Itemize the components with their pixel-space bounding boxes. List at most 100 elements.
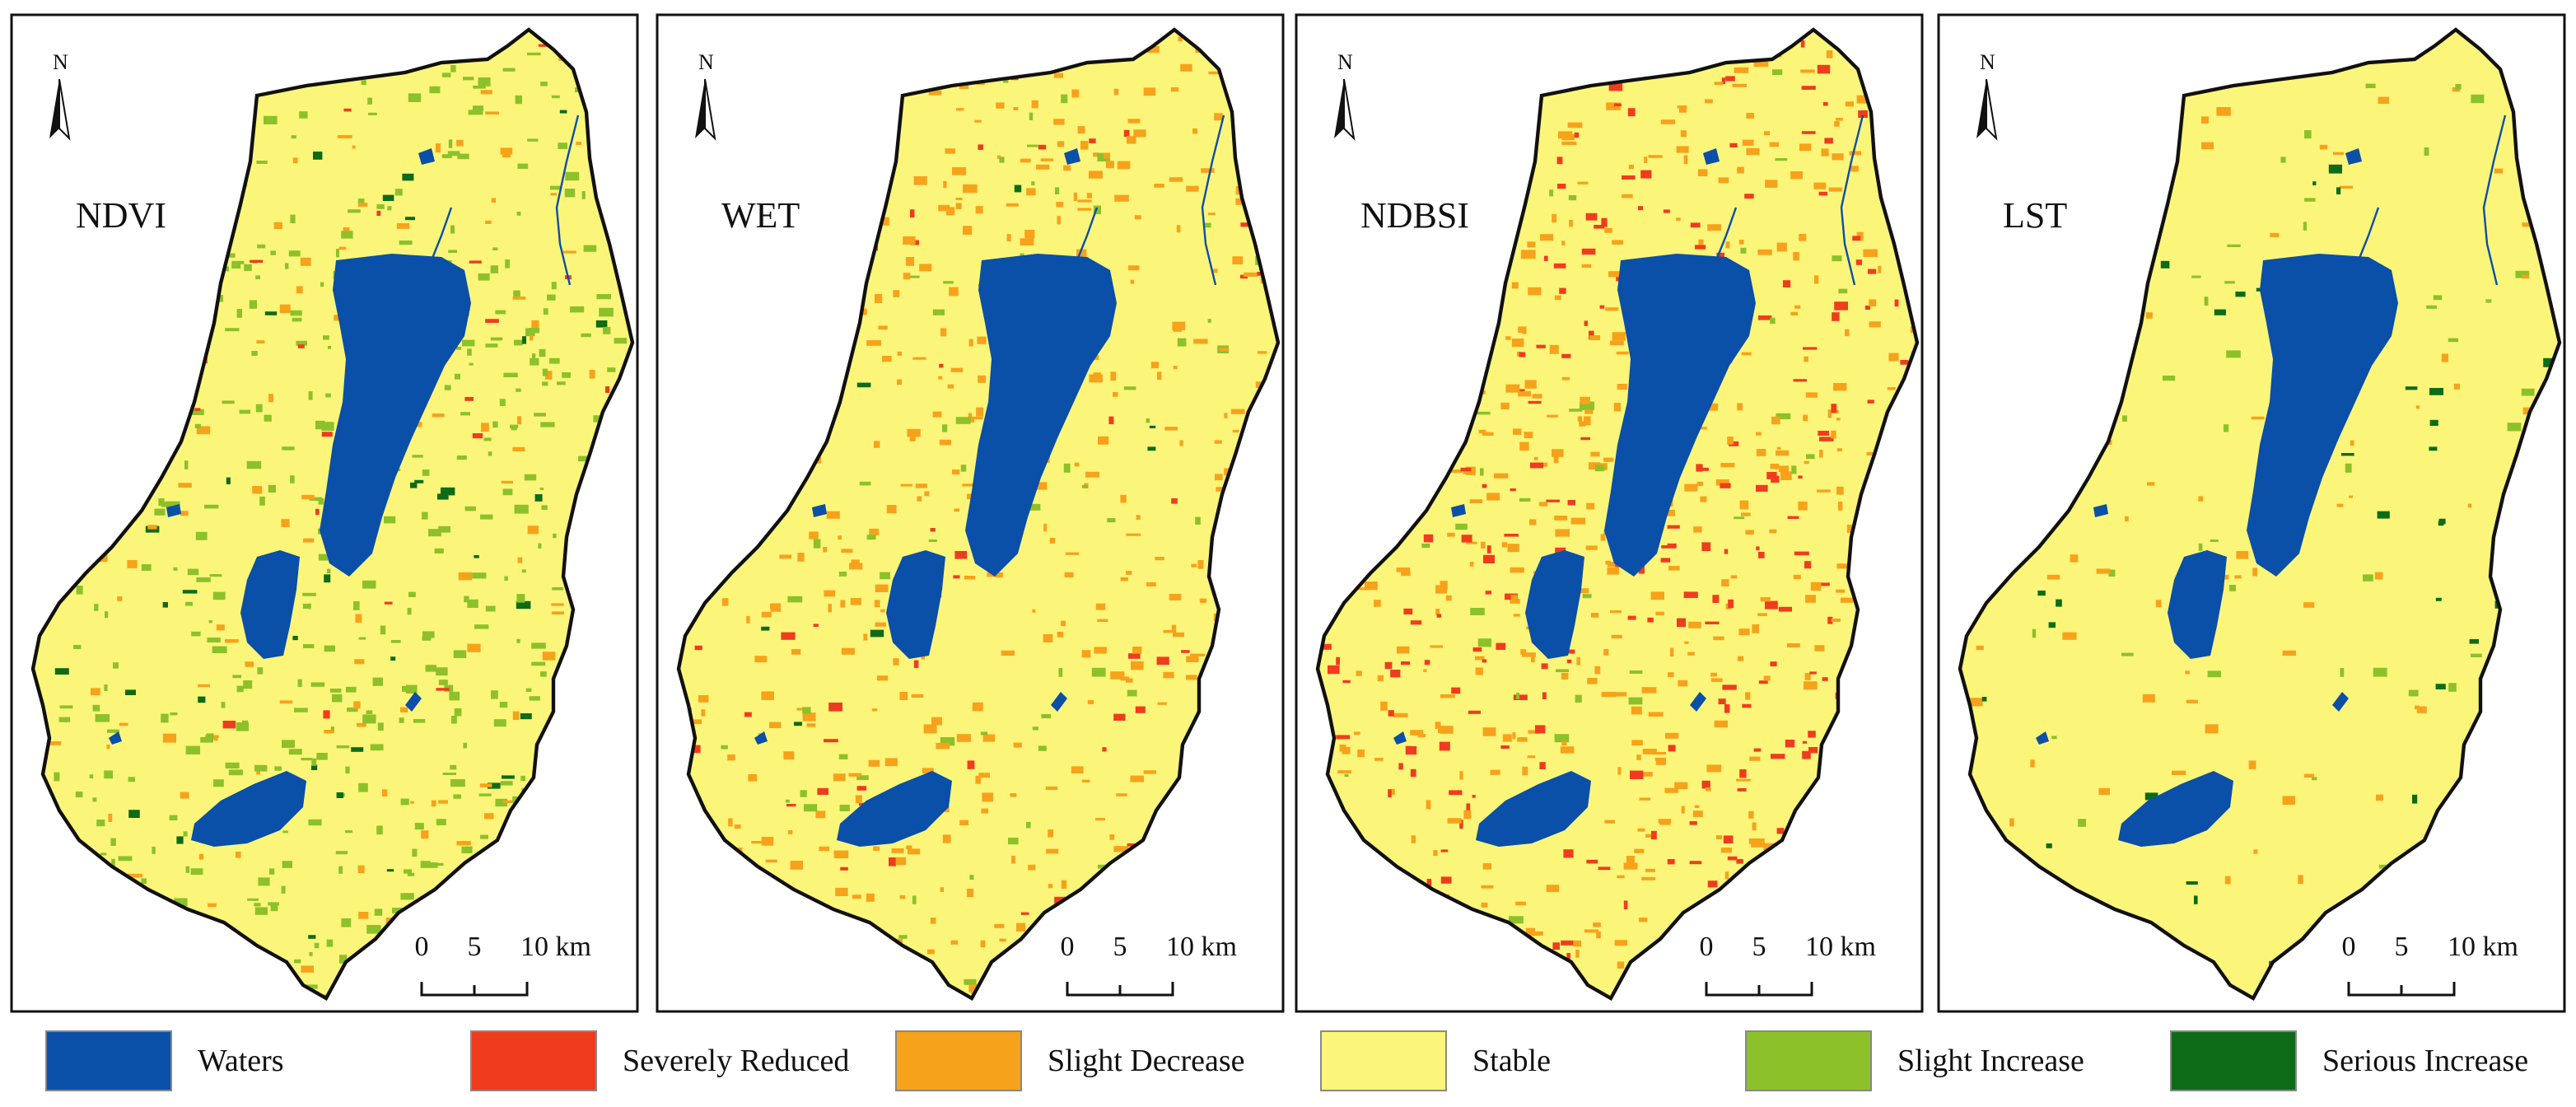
texture-patch	[2453, 383, 2460, 390]
texture-patch	[106, 745, 110, 750]
texture-patch	[848, 773, 862, 777]
texture-patch	[1024, 230, 1035, 239]
texture-patch	[938, 376, 943, 380]
texture-patch	[1831, 619, 1841, 622]
texture-patch	[977, 336, 987, 344]
texture-patch	[1770, 464, 1780, 469]
texture-patch	[953, 575, 960, 579]
texture-patch	[1600, 534, 1606, 541]
texture-patch	[1214, 440, 1222, 444]
texture-patch	[463, 77, 474, 81]
texture-patch	[1511, 339, 1524, 348]
texture-patch	[516, 600, 531, 610]
texture-patch	[950, 367, 964, 372]
texture-patch	[301, 965, 314, 973]
texture-patch	[940, 328, 947, 337]
texture-patch	[1026, 188, 1036, 196]
texture-patch	[1845, 329, 1850, 337]
texture-patch	[2350, 440, 2354, 446]
texture-patch	[1388, 789, 1392, 797]
texture-patch	[1013, 742, 1022, 748]
texture-patch	[1720, 463, 1735, 468]
north-arrow	[49, 79, 59, 138]
texture-patch	[1505, 384, 1520, 393]
texture-patch	[1638, 206, 1643, 211]
texture-patch	[1482, 390, 1486, 395]
texture-patch	[75, 792, 83, 797]
texture-patch	[1723, 835, 1734, 843]
texture-patch	[1573, 940, 1581, 947]
texture-patch	[1863, 249, 1878, 257]
texture-patch	[1818, 191, 1827, 196]
texture-patch	[1556, 669, 1569, 672]
texture-patch	[111, 858, 115, 867]
texture-patch	[1628, 697, 1643, 705]
texture-patch	[954, 508, 959, 512]
texture-patch	[296, 286, 303, 294]
texture-patch	[474, 624, 489, 629]
texture-patch	[1478, 429, 1486, 434]
texture-patch	[1603, 457, 1614, 462]
texture-patch	[804, 804, 818, 812]
texture-patch	[1536, 344, 1546, 348]
texture-patch	[551, 95, 560, 99]
texture-patch	[2340, 668, 2345, 677]
texture-patch	[1678, 680, 1688, 687]
texture-patch	[1808, 747, 1818, 754]
texture-patch	[1186, 656, 1199, 662]
texture-patch	[231, 260, 245, 264]
texture-patch	[2303, 773, 2314, 778]
texture-patch	[1670, 647, 1674, 656]
texture-patch	[1483, 554, 1495, 563]
texture-patch	[1694, 805, 1700, 808]
texture-patch	[823, 547, 828, 553]
texture-patch	[1756, 449, 1766, 456]
texture-patch	[1805, 392, 1818, 398]
texture-patch	[1157, 702, 1167, 705]
texture-patch	[833, 850, 849, 858]
texture-patch	[226, 253, 236, 258]
texture-patch	[1469, 499, 1483, 503]
texture-patch	[1466, 541, 1477, 544]
texture-patch	[231, 263, 241, 269]
texture-patch	[1809, 671, 1817, 675]
texture-patch	[2194, 895, 2198, 904]
texture-patch	[1724, 704, 1730, 713]
texture-patch	[450, 65, 456, 72]
texture-patch	[1826, 50, 1833, 58]
texture-patch	[1627, 615, 1636, 620]
texture-patch	[1720, 483, 1731, 488]
texture-patch	[1645, 834, 1656, 838]
texture-patch	[1043, 523, 1048, 532]
texture-patch	[1611, 634, 1622, 639]
texture-patch	[311, 764, 318, 770]
texture-patch	[1173, 366, 1178, 370]
texture-patch	[1775, 158, 1788, 161]
texture-patch	[1684, 641, 1689, 644]
texture-patch	[73, 645, 82, 649]
texture-patch	[502, 800, 518, 803]
texture-patch	[1065, 552, 1080, 555]
texture-patch	[2121, 652, 2134, 656]
texture-patch	[963, 184, 978, 194]
texture-patch	[432, 413, 445, 418]
panel-label: WET	[721, 195, 800, 236]
texture-patch	[2216, 107, 2231, 116]
texture-patch	[2280, 156, 2286, 163]
texture-patch	[1147, 446, 1156, 451]
texture-patch	[1147, 46, 1160, 54]
texture-patch	[721, 598, 729, 606]
texture-patch	[1628, 165, 1634, 170]
texture-patch	[694, 645, 702, 651]
texture-patch	[355, 614, 362, 623]
texture-patch	[1640, 170, 1652, 179]
texture-patch	[384, 601, 393, 605]
texture-patch	[1524, 380, 1537, 389]
texture-patch	[529, 696, 540, 701]
texture-patch	[1211, 269, 1218, 273]
texture-patch	[170, 712, 178, 716]
texture-patch	[1668, 745, 1676, 752]
texture-patch	[402, 173, 414, 181]
texture-patch	[852, 894, 861, 899]
texture-patch	[1637, 828, 1645, 832]
